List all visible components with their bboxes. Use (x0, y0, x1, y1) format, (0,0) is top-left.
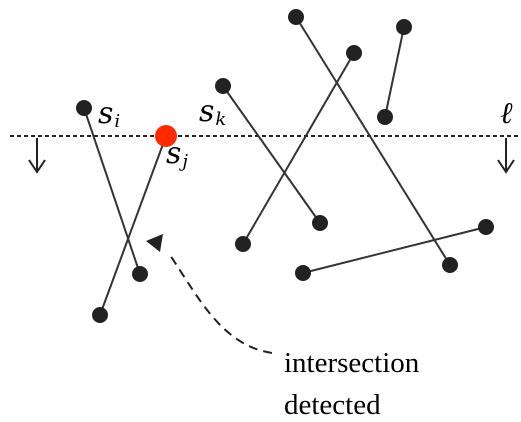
label-s-j: sj (166, 136, 188, 172)
endpoint (92, 307, 108, 323)
endpoint (76, 100, 92, 116)
label-s-k: sk (199, 94, 226, 130)
endpoint (396, 19, 412, 35)
down-arrow-right-icon (497, 138, 515, 174)
endpoint (478, 219, 494, 235)
segment-sk (222, 85, 321, 224)
segment-d (302, 226, 487, 274)
endpoint (235, 236, 251, 252)
annotation-dashed-arrow (167, 251, 273, 354)
endpoint (215, 78, 231, 94)
segment-a (295, 16, 451, 266)
down-arrow-left-icon (28, 138, 46, 174)
endpoint (132, 266, 148, 282)
annotation-line-1: intersection (284, 347, 420, 379)
highlighted-endpoint (155, 125, 177, 147)
endpoint (312, 215, 328, 231)
segment-c (384, 26, 405, 118)
endpoint (346, 45, 362, 61)
label-s-i: si (98, 96, 120, 132)
endpoint (288, 9, 304, 25)
segment-b (242, 52, 355, 245)
segment-sj (99, 135, 167, 316)
endpoint (442, 257, 458, 273)
segment-si (83, 107, 141, 275)
arrowhead-icon (146, 234, 163, 252)
endpoints (76, 9, 494, 323)
annotation-line-2: detected (284, 389, 381, 421)
segments (83, 16, 487, 316)
label-sweep-line: ℓ (500, 96, 513, 131)
endpoint (295, 265, 311, 281)
endpoint (377, 109, 393, 125)
